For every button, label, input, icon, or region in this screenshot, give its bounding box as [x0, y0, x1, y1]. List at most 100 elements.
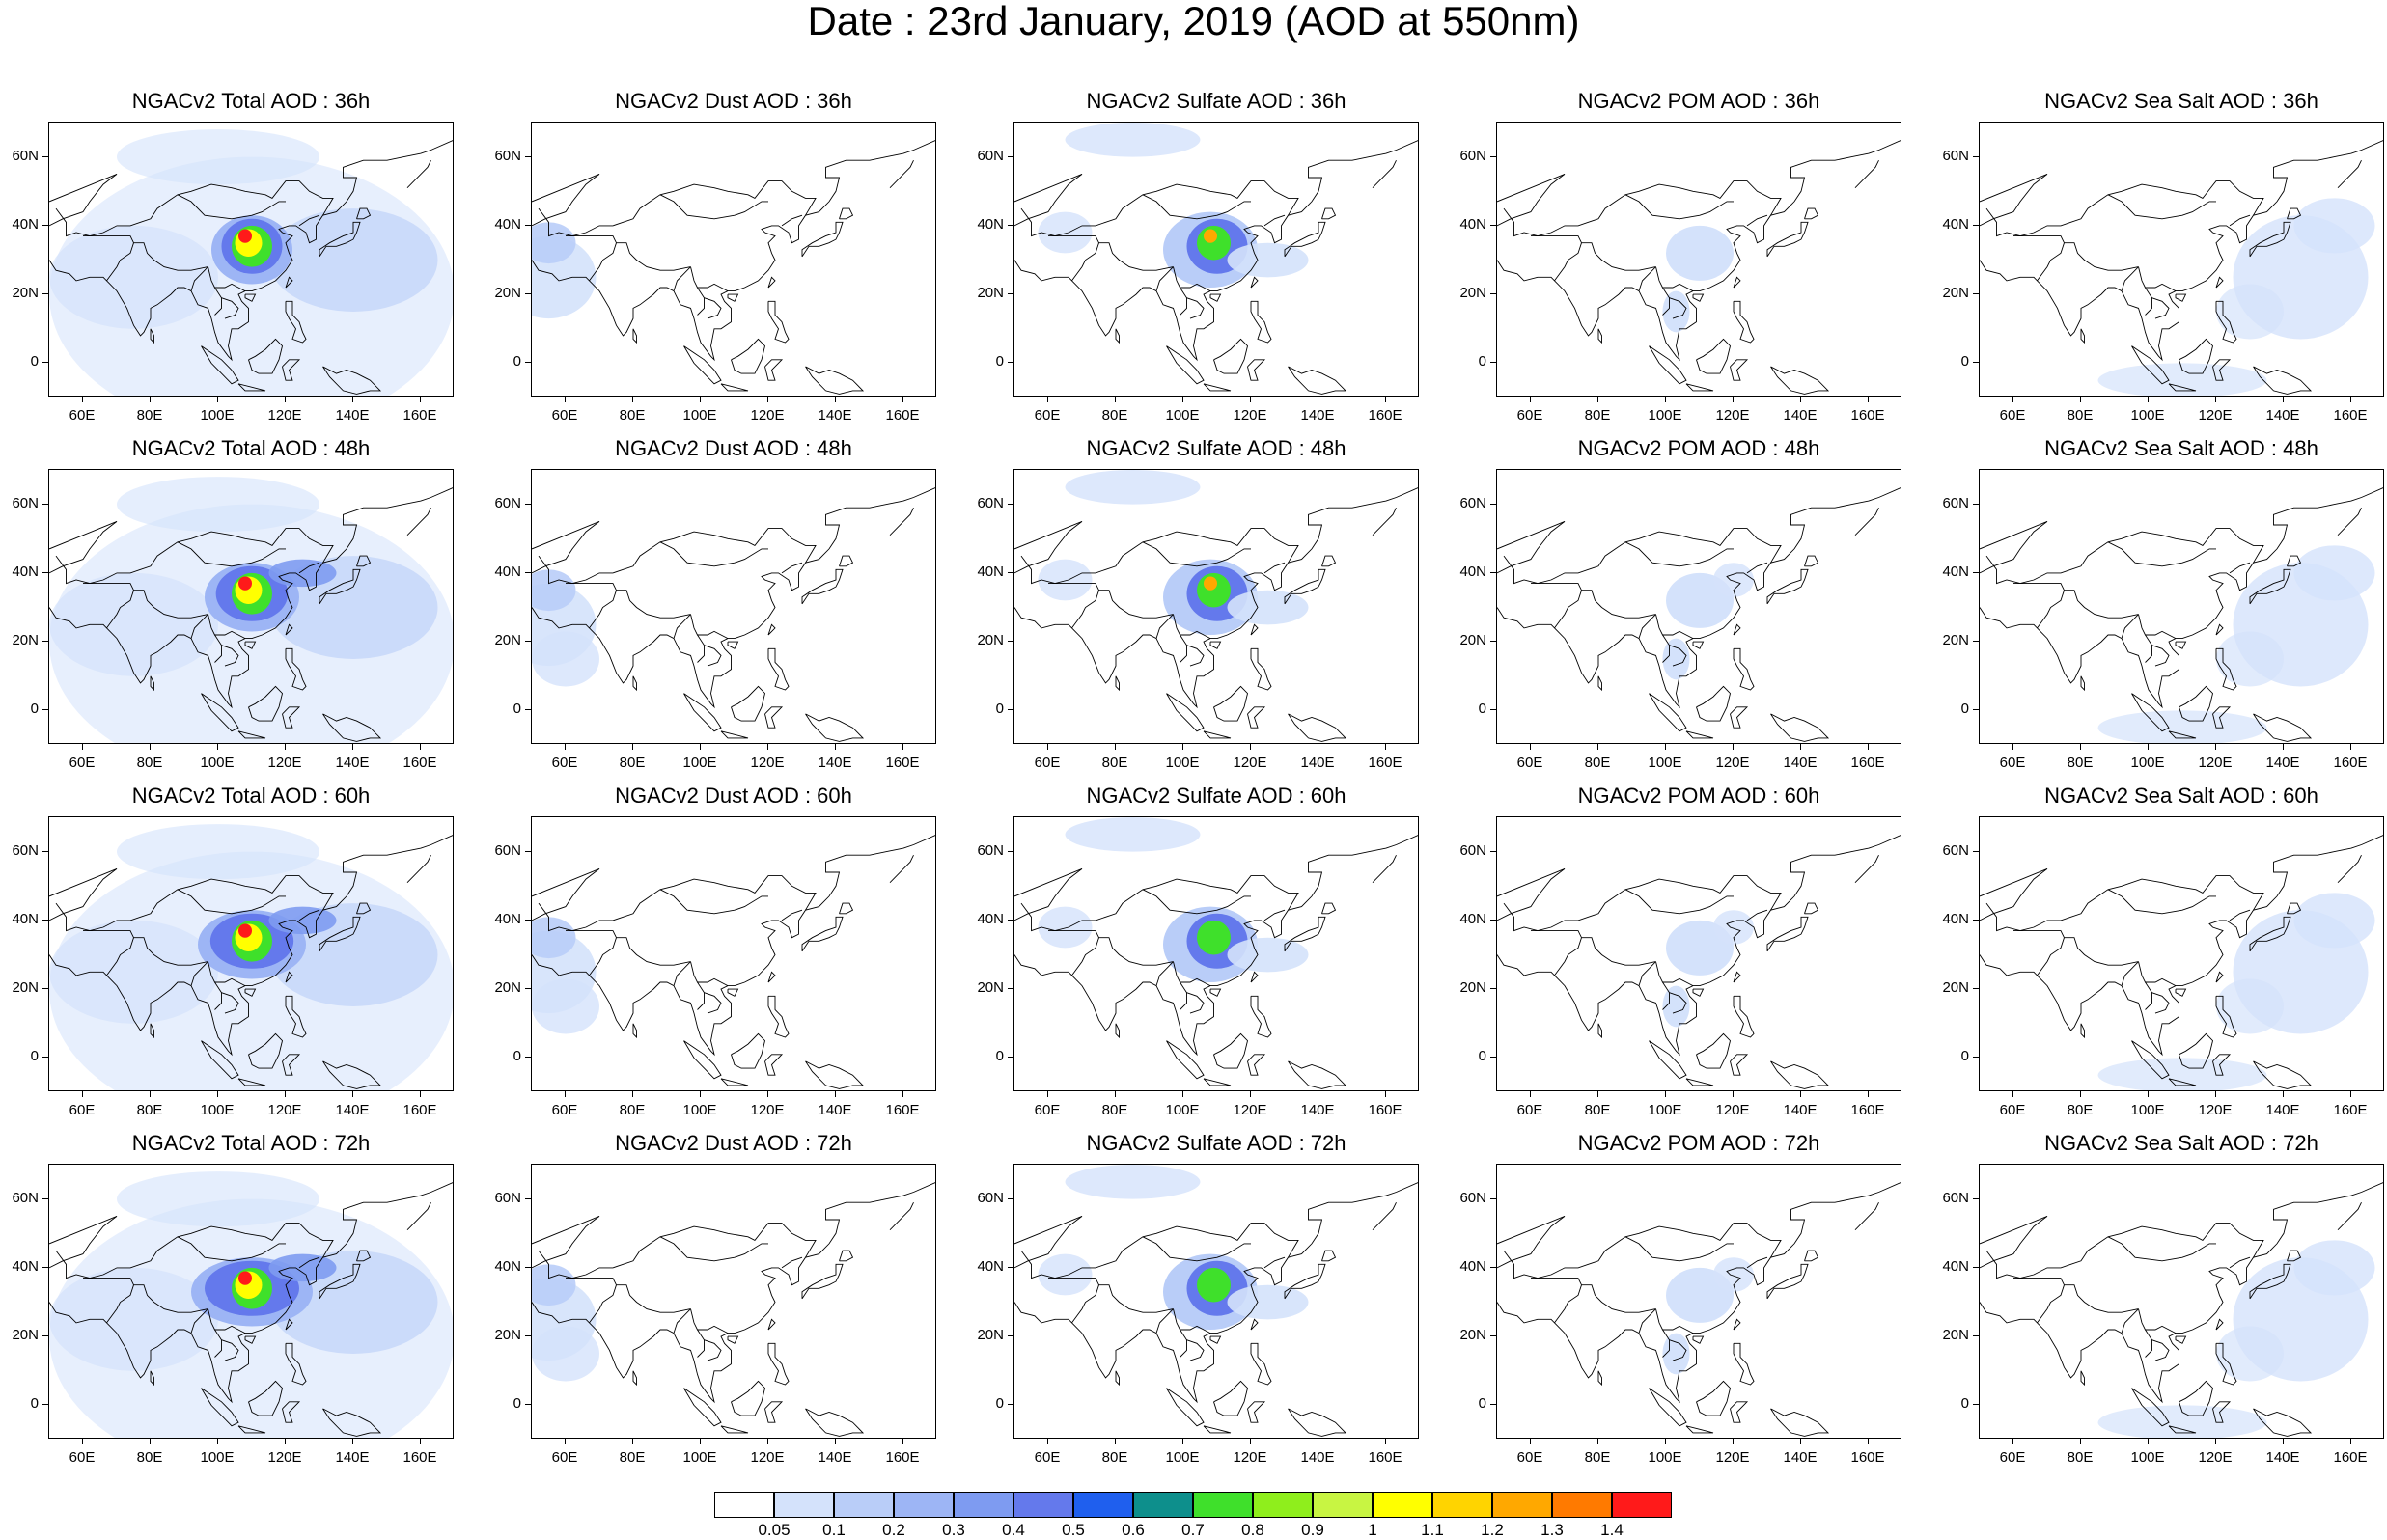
coastline [221, 992, 239, 1014]
lon-tick [1733, 397, 1734, 402]
coastline [1696, 1032, 1731, 1069]
coastline [2229, 909, 2251, 921]
coastline [720, 383, 749, 392]
aod-map [1014, 817, 1418, 1089]
coastline [683, 1040, 722, 1080]
lon-tick-label: 60E [551, 1102, 578, 1118]
coastline [532, 520, 600, 550]
coastline [2107, 541, 2216, 567]
coastline [1166, 345, 1205, 385]
lat-tick [1008, 1266, 1013, 1268]
coastline [319, 1263, 361, 1300]
lon-tick-label: 60E [1999, 755, 2026, 771]
coastline [1980, 1216, 2048, 1269]
lon-tick [82, 1439, 83, 1444]
coastline [2287, 902, 2302, 915]
lat-tick [42, 503, 48, 505]
lon-tick [150, 744, 151, 750]
aod-shading [268, 906, 337, 935]
colorbar-label: 1.4 [1600, 1521, 1624, 1539]
lat-tick [525, 1197, 531, 1199]
lon-tick [1115, 397, 1116, 402]
lon-tick-label: 120E [2198, 755, 2233, 771]
lon-tick [420, 1439, 421, 1444]
coastline [1180, 1329, 1187, 1358]
lon-tick-label: 80E [619, 1449, 646, 1466]
coastline [2175, 1335, 2187, 1344]
coastline [781, 214, 803, 227]
coastline [1071, 242, 1099, 282]
coastline [1503, 1250, 1539, 1279]
coastline [201, 345, 239, 385]
coastline [1155, 614, 1174, 639]
coastline [282, 1054, 301, 1076]
coastline [2215, 300, 2237, 344]
lat-tick-label: 60N [12, 1189, 39, 1206]
colorbar-swatch [1373, 1492, 1432, 1518]
lon-tick [1047, 1439, 1048, 1444]
panel-title: NGACv2 POM AOD : 72h [1577, 1131, 1820, 1155]
coastline [2229, 214, 2251, 227]
lon-tick [902, 1091, 903, 1097]
lon-tick-label: 100E [1165, 1102, 1200, 1118]
coastline [49, 867, 118, 897]
aod-shading [117, 1171, 319, 1227]
lon-tick [2012, 1439, 2013, 1444]
map-panel: NGACv2 Total AOD : 48h 60N 40N 20N 0 60E 80E 10… [12, 436, 454, 774]
coastline [55, 902, 91, 932]
coastline [2145, 634, 2152, 663]
coastline [2037, 1284, 2065, 1324]
map-panel: NGACv2 POM AOD : 60h 60N 40N 20N 0 60E 80E 100E… [1459, 784, 1901, 1121]
lon-tick [835, 397, 836, 402]
coastline [1655, 266, 1694, 292]
lon-tick [1597, 1091, 1598, 1097]
coastline [2253, 713, 2313, 742]
panel-title: NGACv2 Sea Salt AOD : 48h [2044, 436, 2318, 460]
lat-tick-label: 20N [494, 285, 521, 302]
lat-tick-label: 20N [977, 285, 1004, 302]
lon-tick [565, 744, 566, 750]
coastline [1048, 930, 1174, 966]
lon-tick [700, 1439, 701, 1444]
coastline [1166, 1040, 1205, 1080]
aod-shading [1038, 559, 1093, 601]
coastline [1497, 867, 1566, 897]
map-frame [1979, 122, 2384, 397]
lat-tick-label: 60N [1942, 1189, 1969, 1206]
lat-tick-label: 60N [12, 841, 39, 859]
lon-tick-label: 120E [750, 1102, 785, 1118]
lon-tick-label: 160E [1850, 407, 1885, 424]
coastline [208, 614, 246, 640]
coastline [2212, 1401, 2232, 1423]
coastline [1733, 276, 1741, 289]
aod-shading [1227, 1284, 1309, 1320]
coastline [1115, 675, 1120, 692]
lat-tick-label: 60N [977, 494, 1004, 511]
coastline [659, 889, 768, 915]
lon-tick-label: 80E [2067, 407, 2094, 424]
lon-tick [1665, 1439, 1666, 1444]
lat-tick [525, 503, 531, 505]
coastline [1669, 1339, 1687, 1361]
aod-shading [532, 1326, 599, 1382]
aod-shading [532, 222, 576, 264]
aod-map [1980, 487, 2383, 743]
lon-tick [1385, 1439, 1386, 1444]
map-panel: NGACv2 Total AOD : 60h 60N 40N 20N 0 60E 80E 10… [12, 784, 454, 1121]
coastline [2013, 1278, 2139, 1313]
coastline [2013, 235, 2139, 271]
lon-tick-label: 60E [1034, 1449, 1061, 1466]
coastline [1730, 1401, 1749, 1423]
colorbar-label: 0.2 [882, 1521, 905, 1539]
coastline [2080, 328, 2085, 344]
lon-tick-label: 60E [1999, 1102, 2026, 1118]
map-panel: NGACv2 Sea Salt AOD : 72h 60N 40N 20N 0 60E 80… [1942, 1131, 2384, 1469]
lon-tick [2283, 1439, 2284, 1444]
coastline [2253, 1060, 2313, 1089]
coastline [2337, 160, 2362, 189]
coastline [632, 1023, 637, 1039]
lon-tick [352, 1091, 353, 1097]
aod-shading [1662, 290, 1690, 333]
coastline [767, 647, 790, 691]
aod-shading [1065, 123, 1201, 157]
